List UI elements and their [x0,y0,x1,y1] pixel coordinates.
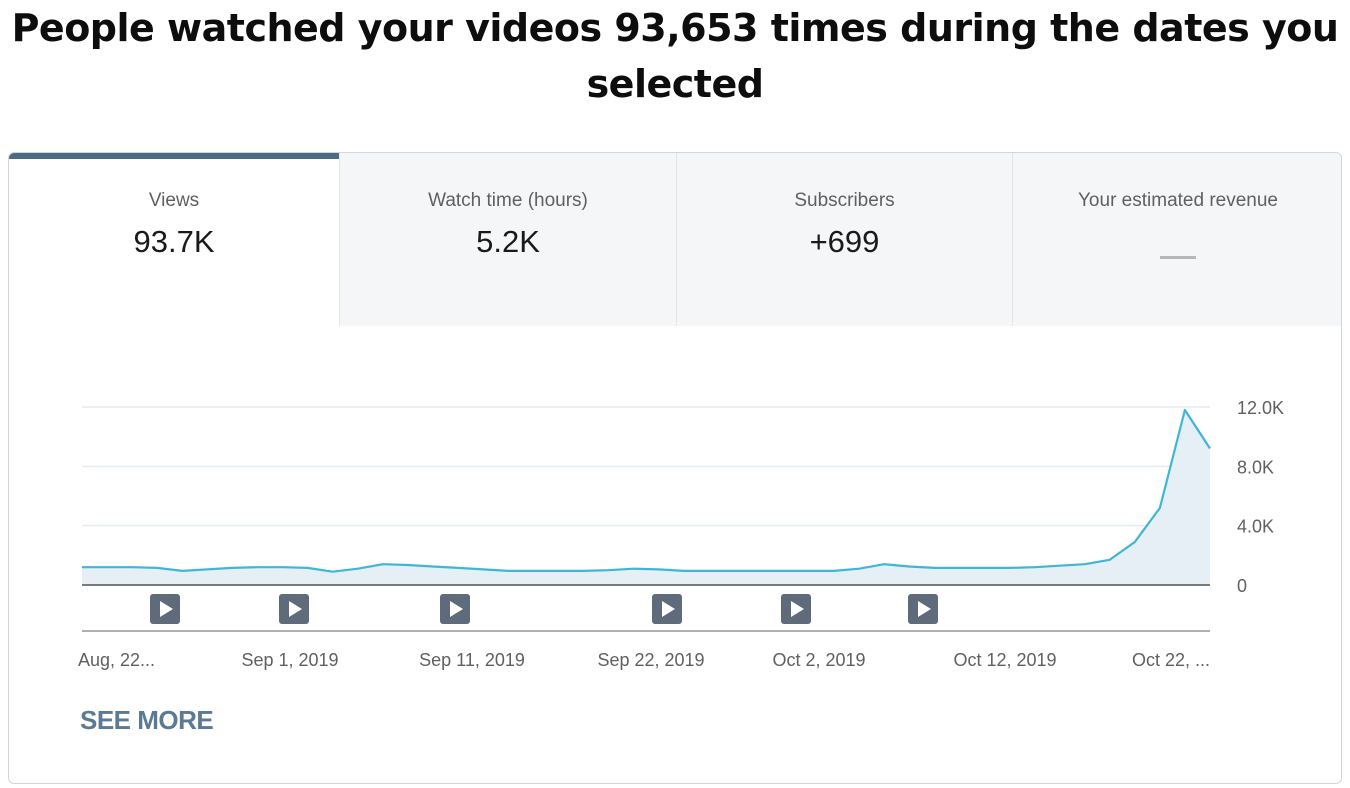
x-tick-label: Oct 22, ... [1132,650,1210,670]
tab-subscribers[interactable]: Subscribers +699 [676,153,1012,326]
tab-subscribers-label: Subscribers [794,190,895,211]
series-line [82,408,1211,573]
tab-views-label: Views [148,190,200,211]
x-tick-label: Aug, 22... [78,650,155,670]
see-more-link[interactable]: SEE MORE [80,705,214,735]
video-marker-play-icon[interactable] [150,594,180,624]
tab-watch-time-label: Watch time (hours) [428,190,588,211]
video-marker-play-icon[interactable] [440,594,470,624]
y-tick-label: 12.0K [1237,398,1284,418]
tab-views[interactable]: Views 93.7K [9,153,339,326]
page-headline: People watched your videos 93,653 times … [11,6,1339,106]
y-tick-label: 0 [1237,576,1247,596]
tab-watch-time[interactable]: Watch time (hours) 5.2K [339,153,676,326]
views-chart: 0 4.0K 8.0K 12.0K Aug, 22... Sep 1, 2019 Sep 1… [9,326,1341,686]
x-tick-label: Oct 2, 2019 [772,650,865,670]
y-tick-label: 4.0K [1237,517,1274,537]
tab-revenue-value: — [1160,256,1196,259]
views-chart-svg: 0 4.0K 8.0K 12.0K Aug, 22... Sep 1, 2019 Sep 1… [78,398,1284,670]
tab-subscribers-value: +699 [809,224,880,259]
x-tick-label: Sep 22, 2019 [597,650,704,670]
y-tick-label: 8.0K [1237,457,1274,477]
series-area [82,410,1210,585]
metric-tabs: Views 93.7K Watch time (hours) 5.2K Subs… [9,153,1341,326]
tab-revenue-label: Your estimated revenue [1078,190,1278,211]
tab-views-value: 93.7K [133,224,215,259]
x-tick-label: Sep 11, 2019 [419,650,525,670]
video-marker-play-icon[interactable] [908,594,938,624]
video-marker-play-icon[interactable] [652,594,682,624]
video-marker-play-icon[interactable] [279,594,309,624]
x-tick-label: Oct 12, 2019 [953,650,1056,670]
analytics-card: Views 93.7K Watch time (hours) 5.2K Subs… [8,152,1342,784]
tab-estimated-revenue[interactable]: Your estimated revenue — [1012,153,1341,326]
tab-watch-time-value: 5.2K [476,224,540,259]
x-tick-label: Sep 1, 2019 [241,650,338,670]
video-marker-play-icon[interactable] [781,594,811,624]
